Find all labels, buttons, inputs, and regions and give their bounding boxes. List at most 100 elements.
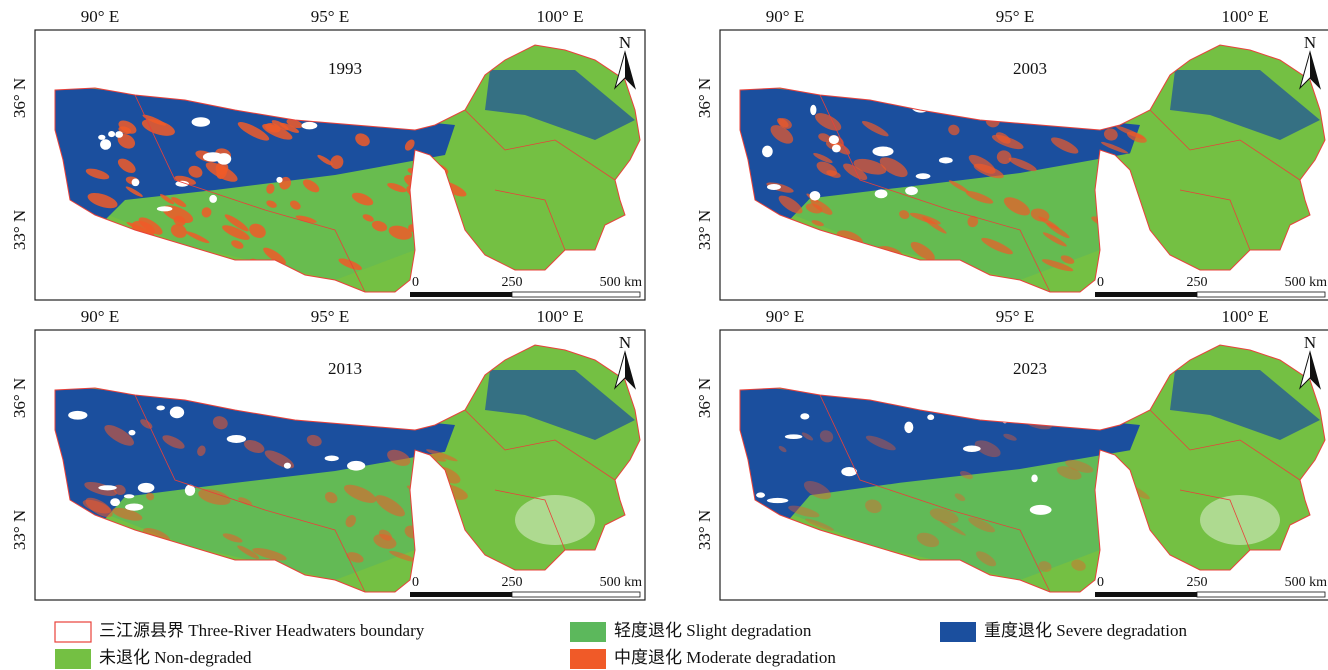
map-panel: 2003N0250500 km90° E95° E100° E36° N33° … xyxy=(695,7,1328,300)
water xyxy=(170,406,184,418)
moderate-patch xyxy=(815,236,842,249)
light-area xyxy=(515,495,595,545)
water xyxy=(98,135,105,140)
lon-label: 100° E xyxy=(537,7,584,26)
lon-label: 90° E xyxy=(81,7,119,26)
scale-label: 500 km xyxy=(1285,575,1328,590)
water xyxy=(129,430,136,435)
lat-label: 36° N xyxy=(10,78,29,118)
moderate-patch xyxy=(123,545,139,557)
scale-bar-black xyxy=(410,292,512,297)
moderate-patch xyxy=(109,534,127,551)
water xyxy=(68,411,87,420)
water xyxy=(800,413,809,419)
water xyxy=(98,485,116,490)
moderate-patch xyxy=(427,246,461,271)
legend-swatch xyxy=(940,622,976,642)
lat-label: 36° N xyxy=(10,378,29,418)
water xyxy=(125,503,143,510)
water xyxy=(916,173,931,179)
water xyxy=(124,494,134,498)
legend-swatch xyxy=(55,649,91,669)
water xyxy=(762,146,773,158)
moderate-patch xyxy=(426,235,446,246)
water xyxy=(156,405,165,410)
water xyxy=(963,446,981,452)
scale-bar-black xyxy=(1095,292,1197,297)
north-label: N xyxy=(1304,333,1316,352)
legend-label: 轻度退化 Slight degradation xyxy=(614,621,812,640)
water xyxy=(756,492,765,497)
legend-swatch xyxy=(570,622,606,642)
water xyxy=(810,191,821,201)
moderate-patch xyxy=(97,546,109,559)
light-area xyxy=(1200,495,1280,545)
water xyxy=(284,463,291,469)
legend-label: 重度退化 Severe degradation xyxy=(984,621,1187,640)
page: 1993 N 0 250 500 km 90° E 95° E 100° E 36° N 33° … xyxy=(0,0,1328,670)
scale-label: 250 xyxy=(1187,275,1208,290)
north-label: N xyxy=(619,333,631,352)
north-label: N xyxy=(619,33,631,52)
lat-label: 33° N xyxy=(695,510,714,550)
water xyxy=(276,177,282,183)
water xyxy=(209,195,217,203)
scale-bar-white xyxy=(512,592,640,597)
water xyxy=(1030,505,1052,515)
water xyxy=(904,422,913,433)
scale-label: 250 xyxy=(502,275,523,290)
scale-label: 500 km xyxy=(600,275,643,290)
lon-label: 100° E xyxy=(537,307,584,326)
lon-label: 90° E xyxy=(81,307,119,326)
water xyxy=(829,135,839,144)
panel-year: 1993 xyxy=(328,59,362,78)
water xyxy=(1031,474,1037,482)
water xyxy=(227,435,246,443)
scale-label: 0 xyxy=(1097,275,1104,290)
lon-label: 100° E xyxy=(1222,7,1269,26)
lon-label: 90° E xyxy=(766,307,804,326)
scale-label: 250 xyxy=(502,575,523,590)
lat-label: 33° N xyxy=(10,510,29,550)
water xyxy=(115,131,123,138)
lon-label: 95° E xyxy=(311,7,349,26)
water xyxy=(110,498,120,506)
water xyxy=(301,122,317,129)
water xyxy=(785,434,802,439)
panel-year: 2013 xyxy=(328,359,362,378)
water xyxy=(810,105,816,115)
water xyxy=(1026,393,1041,398)
panel-year: 2023 xyxy=(1013,359,1047,378)
lat-label: 36° N xyxy=(695,378,714,418)
water xyxy=(100,139,111,150)
lat-label: 33° N xyxy=(10,210,29,250)
legend-swatch xyxy=(55,622,91,642)
lon-label: 95° E xyxy=(996,307,1034,326)
scale-bar-black xyxy=(1095,592,1197,597)
water xyxy=(347,461,365,471)
water xyxy=(981,103,992,109)
water xyxy=(108,131,115,137)
legend-label: 未退化 Non-degraded xyxy=(99,648,252,667)
water xyxy=(157,206,173,211)
panel-year: 2003 xyxy=(1013,59,1047,78)
scale-label: 250 xyxy=(1187,575,1208,590)
water xyxy=(991,399,998,405)
moderate-patch xyxy=(807,235,840,259)
water xyxy=(132,179,140,187)
scale-bar-black xyxy=(410,592,512,597)
legend-label: 三江源县界 Three-River Headwaters boundary xyxy=(99,621,425,640)
lon-label: 100° E xyxy=(1222,307,1269,326)
scale-bar-white xyxy=(512,292,640,297)
legend-label: 中度退化 Moderate degradation xyxy=(614,648,836,667)
lat-label: 36° N xyxy=(695,78,714,118)
water xyxy=(832,144,841,152)
water xyxy=(325,456,339,462)
lon-label: 95° E xyxy=(996,7,1034,26)
water xyxy=(939,157,953,163)
water xyxy=(296,100,308,106)
moderate-patch xyxy=(411,179,444,196)
lat-label: 33° N xyxy=(695,210,714,250)
legend-swatch xyxy=(570,649,606,669)
